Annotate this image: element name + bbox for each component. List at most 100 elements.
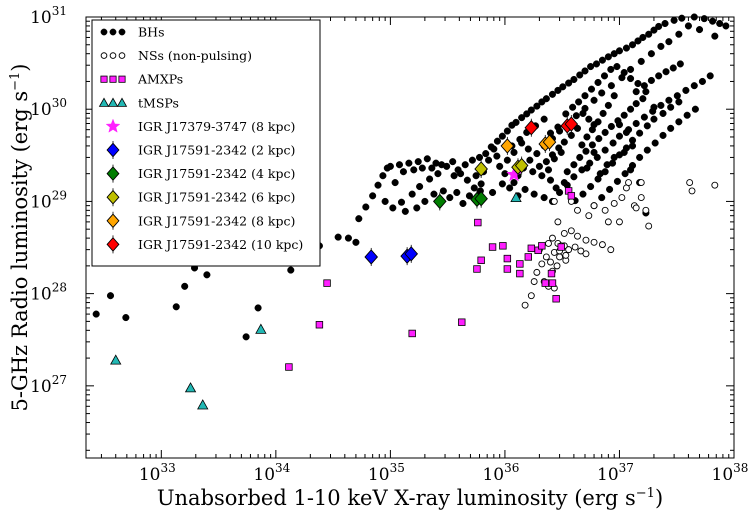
bhs-point [634, 37, 642, 45]
nss-non-pulsing-point [585, 212, 593, 220]
bhs-point [535, 162, 543, 170]
bhs-point [389, 204, 397, 212]
bhs-point [587, 182, 595, 191]
bhs-point [665, 96, 673, 104]
bhs-point [657, 42, 665, 50]
legend-label: IGR J17591-2342 (10 kpc) [138, 237, 303, 252]
igr-j17591-2342-10-kpc-point [564, 116, 579, 132]
bhs-point [203, 271, 211, 279]
legend: BHs NSs (non-pulsing) AMXPs tMSPs IGR J17379… [91, 19, 321, 267]
bhs-point [659, 109, 667, 117]
nss-non-pulsing-point [610, 200, 618, 207]
bhs-point [446, 194, 454, 202]
nss-non-pulsing-point [542, 253, 550, 261]
bhs-point [449, 158, 457, 166]
bhs-point [334, 233, 342, 241]
bhs-point [548, 151, 557, 159]
legend-item-4: IGR J17379-3747 (8 kpc) [105, 118, 295, 134]
bhs-point [678, 14, 686, 22]
bhs-point [632, 100, 640, 108]
bhs-point [606, 185, 614, 193]
nss-non-pulsing-point [637, 194, 645, 202]
bhs-point [642, 88, 650, 96]
legend-marker [100, 28, 108, 36]
nss-non-pulsing-point [521, 301, 529, 309]
bhs-point [640, 113, 648, 121]
y-axis-title: 5-GHz Radio luminosity (erg s−1) [8, 63, 32, 411]
bhs-point [418, 164, 426, 172]
bhs-point [581, 92, 589, 100]
bhs-point [590, 121, 598, 129]
bhs-point [493, 137, 501, 145]
bhs-point [621, 170, 629, 178]
legend-marker [118, 28, 126, 36]
bhs-point [457, 170, 465, 178]
nss-non-pulsing-point [574, 232, 581, 240]
bhs-point [498, 132, 506, 140]
bhs-point [592, 60, 601, 68]
y-tick-label: 1028 [30, 281, 67, 305]
amxps-point [547, 269, 556, 278]
bhs-point [560, 138, 568, 146]
bhs-point [421, 197, 429, 205]
nss-non-pulsing-point [533, 268, 541, 276]
series-5 [364, 244, 419, 266]
bhs-point [482, 150, 490, 158]
bhs-point [590, 96, 598, 104]
bhs-point [391, 179, 399, 187]
bhs-point [493, 152, 501, 160]
nss-non-pulsing-point [574, 206, 581, 214]
bhs-point [628, 41, 637, 49]
bhs-point [503, 156, 511, 164]
bhs-point [554, 86, 562, 94]
legend-marker [106, 213, 120, 229]
series-2 [285, 187, 576, 371]
bhs-point [496, 162, 504, 170]
bhs-point [676, 60, 684, 68]
bhs-point [546, 129, 555, 137]
igr-j17591-2342-4-kpc-point [432, 193, 447, 210]
nss-non-pulsing-point [547, 258, 554, 266]
bhs-point [722, 22, 730, 30]
bhs-point [620, 111, 628, 119]
bhs-point [430, 190, 438, 198]
legend-item-8: IGR J17591-2342 (8 kpc) [106, 211, 295, 230]
bhs-point [570, 161, 578, 169]
bhs-point [627, 75, 635, 83]
bhs-point [529, 168, 537, 176]
bhs-point [585, 115, 593, 123]
bhs-point [583, 133, 591, 141]
amxps-point [503, 265, 512, 273]
bhs-point [601, 128, 609, 136]
bhs-point [405, 159, 413, 167]
series-6 [432, 189, 488, 211]
bhs-point [527, 106, 535, 114]
bhs-point [472, 172, 480, 180]
legend-label: NSs (non-pulsing) [138, 48, 252, 63]
bhs-point [544, 166, 553, 174]
bhs-point [655, 72, 663, 80]
bhs-point [416, 182, 424, 191]
bhs-point [490, 145, 498, 153]
bhs-point [344, 234, 352, 242]
bhs-point [470, 184, 478, 192]
bhs-point [552, 184, 560, 192]
igr-j17591-2342-8-kpc-point [542, 134, 557, 150]
bhs-point [423, 155, 431, 163]
bhs-point [667, 124, 675, 132]
amxps-point [477, 256, 485, 264]
bhs-point [683, 111, 691, 119]
bhs-point [582, 147, 590, 155]
series-7 [474, 156, 529, 178]
bhs-point [643, 146, 651, 154]
bhs-point [613, 63, 621, 71]
bhs-point [439, 187, 447, 195]
bhs-point [601, 146, 609, 154]
bhs-point [615, 47, 624, 55]
bhs-point [572, 112, 580, 120]
nss-non-pulsing-point [567, 227, 575, 235]
nss-non-pulsing-point [577, 247, 585, 255]
tmsps-point [197, 399, 209, 410]
igr-j17591-2342-2-kpc-point [364, 249, 379, 265]
